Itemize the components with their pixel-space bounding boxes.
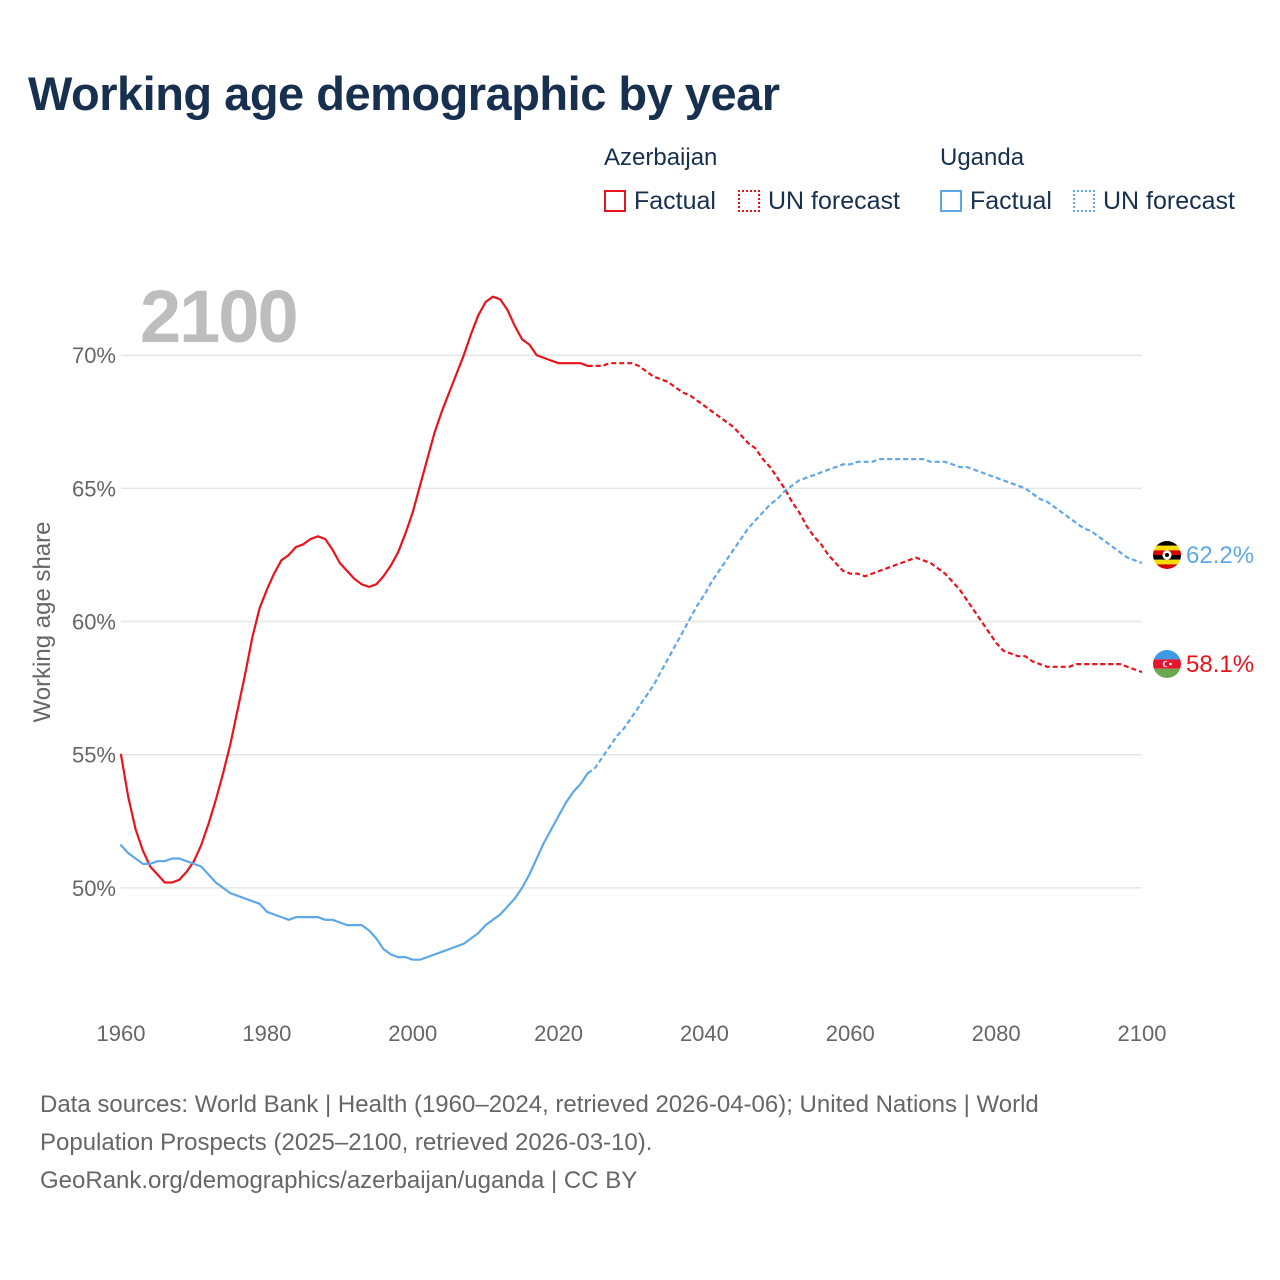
sources-line: Data sources: World Bank | Health (1960–…	[40, 1091, 1039, 1118]
uganda-end-value-label: 62.2%	[1186, 542, 1254, 569]
y-tick-label: 55%	[72, 743, 116, 768]
sources-line: Population Prospects (2025–2100, retriev…	[40, 1129, 653, 1156]
legend-uganda-factual[interactable]: Factual	[940, 186, 1052, 216]
uganda-factual-line	[119, 772, 589, 961]
x-tick-label: 2100	[1118, 1021, 1167, 1046]
y-tick-label: 60%	[72, 610, 116, 635]
x-tick-label: 1980	[242, 1021, 291, 1046]
data-sources-note: Data sources: World Bank | Health (1960–…	[40, 1086, 1220, 1200]
x-tick-label: 2020	[534, 1021, 583, 1046]
azerbaijan-factual-line	[119, 295, 589, 884]
legend-group-azerbaijan: Azerbaijan	[604, 144, 718, 171]
legend-label: Factual	[970, 186, 1052, 215]
azerbaijan-flag-icon	[1153, 650, 1181, 678]
legend-label: UN forecast	[1103, 186, 1235, 215]
legend-swatch-dotted-icon	[1073, 190, 1095, 212]
x-tick-label: 2040	[680, 1021, 729, 1046]
x-tick-label: 2080	[972, 1021, 1021, 1046]
legend-azerbaijan-forecast[interactable]: UN forecast	[738, 186, 900, 216]
x-tick-label: 2000	[388, 1021, 437, 1046]
uganda-forecast-line	[587, 458, 1143, 775]
legend-azerbaijan-factual[interactable]: Factual	[604, 186, 716, 216]
x-tick-label: 1960	[97, 1021, 146, 1046]
chart-title: Working age demographic by year	[28, 67, 780, 120]
legend-swatch-dotted-icon	[738, 190, 760, 212]
y-tick-label: 70%	[72, 343, 116, 368]
y-tick-label: 50%	[72, 876, 116, 901]
uganda-flag-icon	[1153, 541, 1181, 569]
legend-label: UN forecast	[768, 186, 900, 215]
y-tick-label: 65%	[72, 476, 116, 501]
sources-url[interactable]: GeoRank.org/demographics/azerbaijan/ugan…	[40, 1167, 638, 1194]
y-axis-title: Working age share	[29, 522, 56, 723]
legend-swatch-solid-icon	[604, 190, 626, 212]
legend-label: Factual	[634, 186, 716, 215]
azerbaijan-end-value-label: 58.1%	[1186, 651, 1254, 678]
current-year-label: 2100	[140, 275, 297, 358]
x-tick-label: 2060	[826, 1021, 875, 1046]
azerbaijan-forecast-line	[587, 362, 1143, 674]
legend-uganda-forecast[interactable]: UN forecast	[1073, 186, 1235, 216]
legend-swatch-solid-icon	[940, 190, 962, 212]
legend-group-uganda: Uganda	[940, 144, 1025, 171]
